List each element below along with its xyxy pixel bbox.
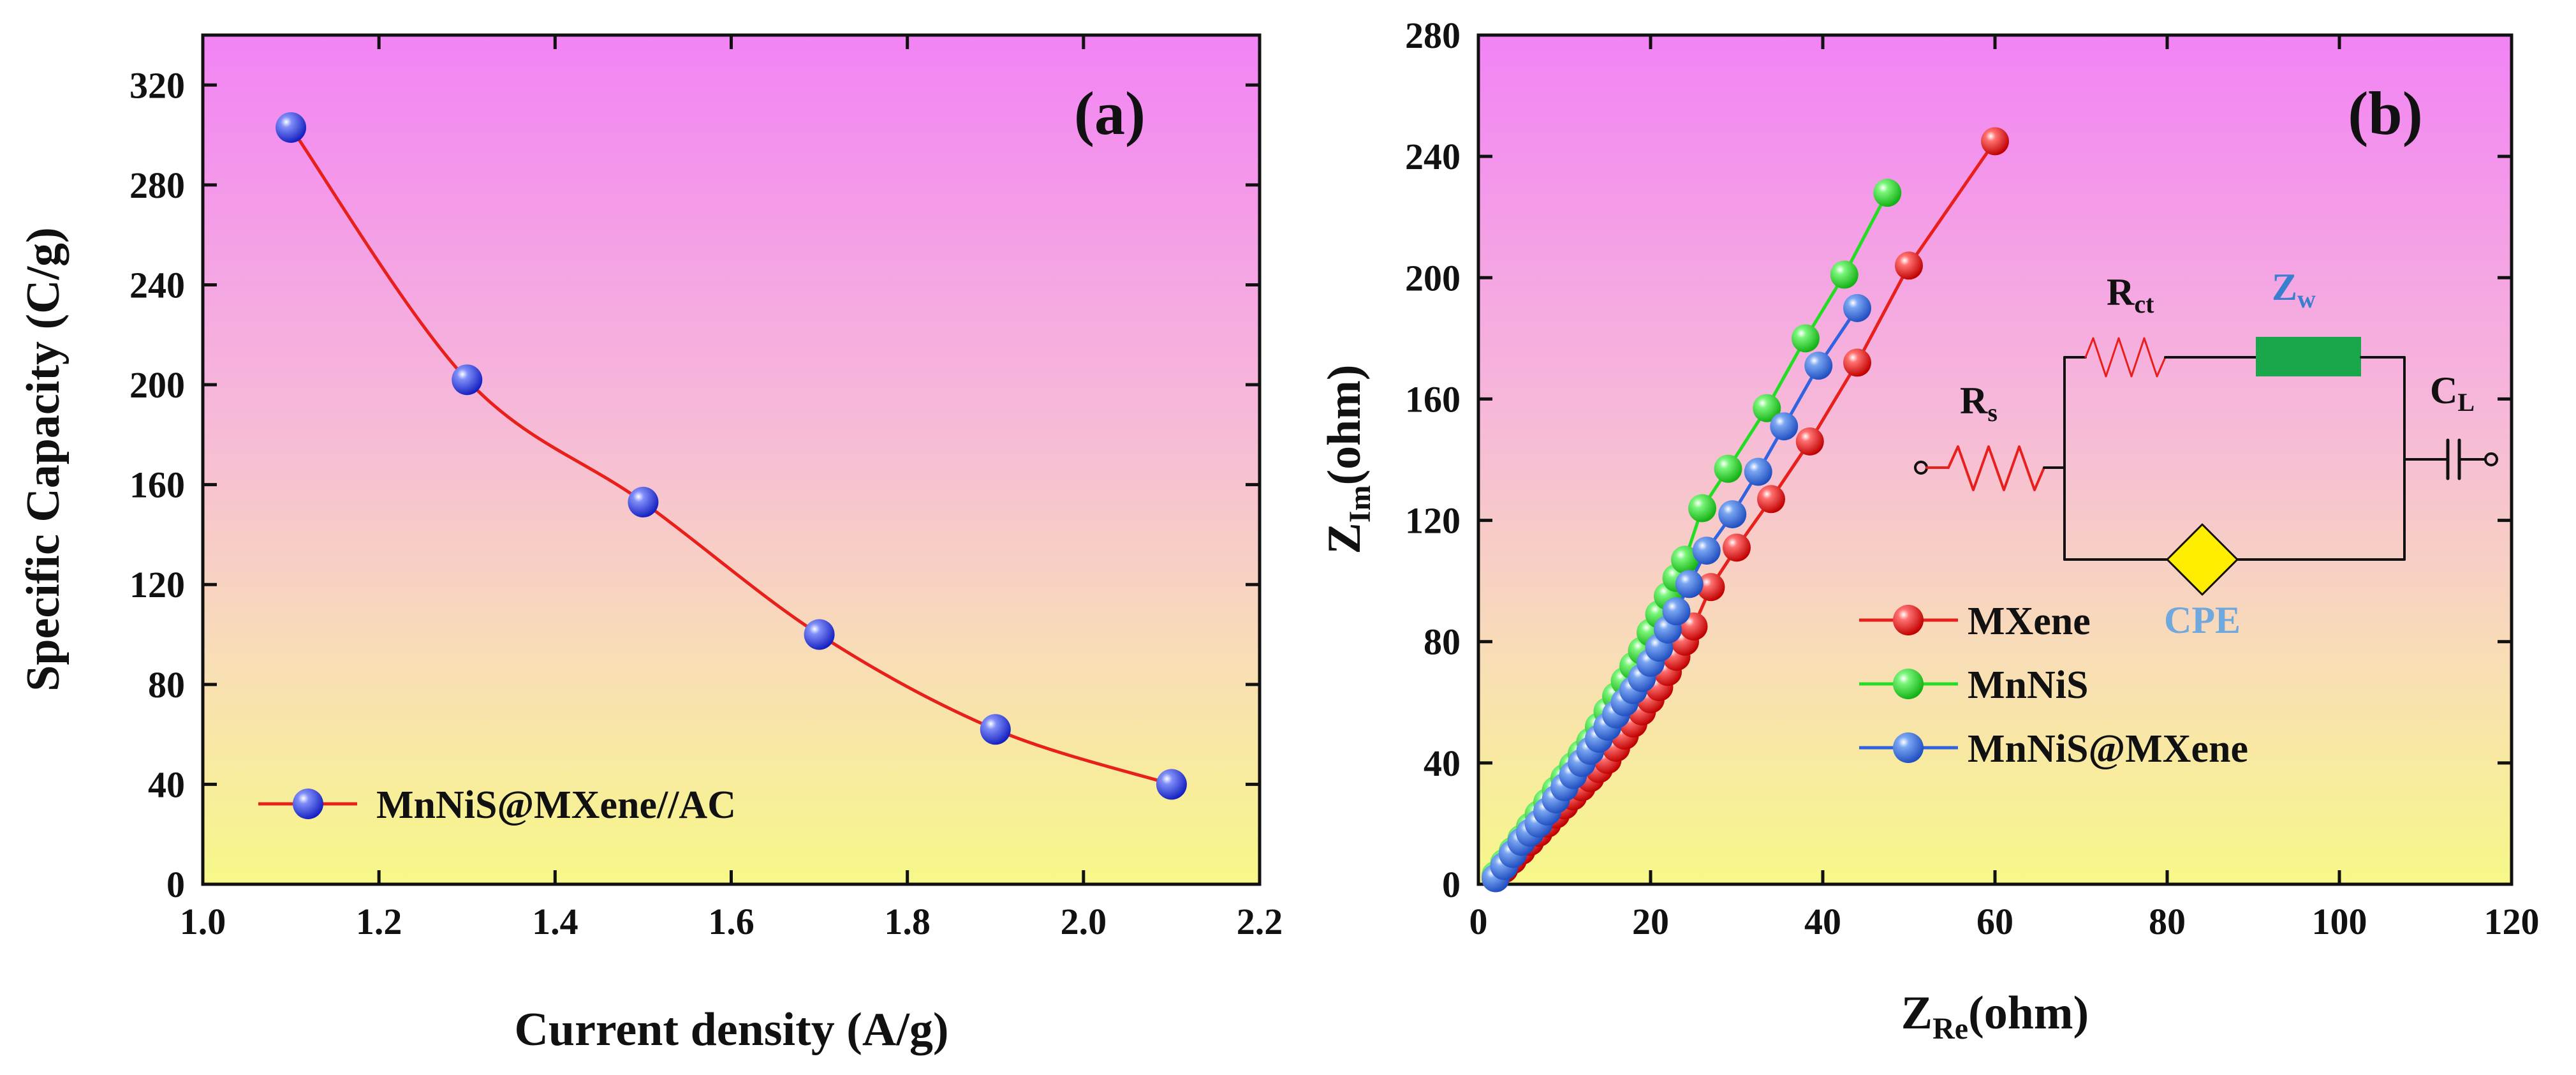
data-point-mnnis-mxene xyxy=(1662,597,1691,626)
data-point-mnnis xyxy=(1688,494,1716,523)
data-point-mnnis xyxy=(1753,394,1781,422)
x-axis-title-b: ZRe(ohm) xyxy=(1901,987,2089,1046)
data-point-mnnis xyxy=(1873,179,1902,207)
axis-a-y-tick-label: 200 xyxy=(129,364,185,406)
data-point-mxene xyxy=(1795,427,1824,456)
label-cl: CL xyxy=(2430,369,2475,417)
data-point-mxene xyxy=(1696,573,1725,602)
label-zw: Zw xyxy=(2272,266,2316,313)
axis-b-y-tick-label: 280 xyxy=(1405,15,1461,56)
axis-a-x-tick-label: 1.6 xyxy=(708,901,754,942)
circuit-terminal-right xyxy=(2484,452,2498,466)
axis-b-y-tick-label: 240 xyxy=(1405,136,1461,177)
axis-a-y-tick-label: 240 xyxy=(129,264,185,306)
axis-b-x-tick-label: 120 xyxy=(2484,901,2540,942)
axis-a-x-tick-label: 2.2 xyxy=(1237,901,1283,942)
legend-marker-mnnis-mxene xyxy=(1893,732,1924,763)
points-b xyxy=(1482,127,2009,893)
data-point-mnnis-mxene xyxy=(1692,537,1721,565)
legend-marker-a xyxy=(293,789,323,819)
axis-a-x-tick-label: 2.0 xyxy=(1061,901,1107,942)
chart-panel-a: 1.0 1.2 1.4 1.6 1.8 2.0 2.2 0 40 80 120 160 200 240 28… xyxy=(17,33,1283,1056)
data-point-mxene xyxy=(1981,127,2009,156)
data-point-mxene xyxy=(1843,348,1871,377)
data-point-mnnis-mxene-ac xyxy=(804,619,835,650)
plot-area-a xyxy=(201,33,1262,886)
data-point-mxene xyxy=(1895,251,1923,280)
axis-a-y-tick-label: 160 xyxy=(129,464,185,506)
data-point-mnnis-mxene-ac xyxy=(1156,769,1187,800)
data-point-mnnis-mxene xyxy=(1804,352,1833,380)
axis-b-y-tick-label: 200 xyxy=(1405,257,1461,299)
legend-a: MnNiS@MXene//AC xyxy=(258,783,736,827)
axis-a-y-tick-label: 280 xyxy=(129,165,185,206)
axis-b-y-tick-label: 160 xyxy=(1405,378,1461,420)
data-point-mnnis-mxene-ac xyxy=(452,364,483,396)
data-point-mnnis-mxene xyxy=(1718,500,1747,529)
axis-b-x-tick-label: 80 xyxy=(2149,901,2186,942)
y-axis-title-b: ZIm(ohm) xyxy=(1318,364,1377,554)
data-point-mnnis-mxene xyxy=(1675,570,1704,598)
axis-a-x-tick-label: 1.8 xyxy=(884,901,931,942)
axis-a-y-tick-label: 0 xyxy=(166,864,185,905)
label-rct: Rct xyxy=(2107,271,2154,318)
x-axis-title-a: Current density (A/g) xyxy=(514,1004,948,1056)
axis-b-y-tick-label: 120 xyxy=(1405,500,1461,542)
axis-b-x-tick-label: 20 xyxy=(1632,901,1669,942)
resistor-rs-symbol xyxy=(1947,445,2045,491)
legend-label-mxene: MXene xyxy=(1968,600,2091,643)
data-point-mnnis xyxy=(1792,324,1820,353)
data-point-mxene xyxy=(1723,533,1751,562)
panel-label-b: (b) xyxy=(2348,79,2422,147)
cpe-block xyxy=(2166,523,2239,596)
axes-a: 1.0 1.2 1.4 1.6 1.8 2.0 2.2 0 40 80 120 160 200 240 28… xyxy=(129,35,1283,942)
axis-b-x-tick-label: 100 xyxy=(2312,901,2367,942)
axis-b-x-tick-label: 60 xyxy=(1976,901,2013,942)
axis-b-y-tick-label: 0 xyxy=(1442,864,1461,905)
panel-label-a: (a) xyxy=(1074,79,1145,147)
axis-a-x-tick-label: 1.4 xyxy=(532,901,578,942)
data-point-mnnis-mxene xyxy=(1770,412,1799,441)
label-rs: Rs xyxy=(1960,380,1998,427)
legend-label-mnnis-mxene: MnNiS@MXene xyxy=(1968,727,2248,771)
data-point-mnnis xyxy=(1830,260,1858,289)
data-point-mxene xyxy=(1757,485,1785,514)
legend-marker-mxene xyxy=(1893,605,1924,635)
axis-a-y-tick-label: 320 xyxy=(129,64,185,106)
points-a xyxy=(276,112,1187,800)
axis-b-y-tick-label: 80 xyxy=(1424,621,1461,663)
axis-b-x-tick-label: 40 xyxy=(1804,901,1841,942)
axis-b-x-tick-label: 0 xyxy=(1469,901,1488,942)
equivalent-circuit-inset: Rs Rct Zw CL CPE xyxy=(1914,266,2498,641)
axes-b: 0 20 40 60 80 100 120 0 40 80 120 160 200 240 280 xyxy=(1405,15,2540,942)
data-point-mnnis-mxene xyxy=(1744,457,1772,486)
data-point-mnnis xyxy=(1714,454,1742,483)
plot-area-b xyxy=(1476,33,2513,886)
axis-b-y-tick-label: 40 xyxy=(1424,743,1461,784)
axis-a-y-tick-label: 80 xyxy=(148,664,185,706)
resistor-rct-symbol xyxy=(2084,337,2167,378)
legend-marker-mnnis xyxy=(1893,669,1924,699)
axis-a-y-tick-label: 40 xyxy=(148,764,185,805)
axis-a-x-tick-label: 1.0 xyxy=(180,901,226,942)
axis-a-y-tick-label: 120 xyxy=(129,564,185,605)
legend-label-mnnis: MnNiS xyxy=(1968,664,2088,707)
label-cpe: CPE xyxy=(2164,599,2241,641)
legend-b: MXene MnNiS MnNiS@MXene xyxy=(1859,600,2248,771)
legend-label-a: MnNiS@MXene//AC xyxy=(376,783,736,827)
warburg-zw-block xyxy=(2256,337,2361,376)
axis-a-x-tick-label: 1.2 xyxy=(356,901,402,942)
data-point-mnnis-mxene xyxy=(1843,293,1871,322)
y-axis-title-a: Specific Capacity (C/g) xyxy=(17,227,70,692)
data-point-mnnis-mxene-ac xyxy=(628,487,659,518)
data-point-mnnis xyxy=(1671,545,1699,574)
data-point-mnnis-mxene-ac xyxy=(980,714,1011,745)
data-point-mnnis-mxene-ac xyxy=(276,112,307,143)
